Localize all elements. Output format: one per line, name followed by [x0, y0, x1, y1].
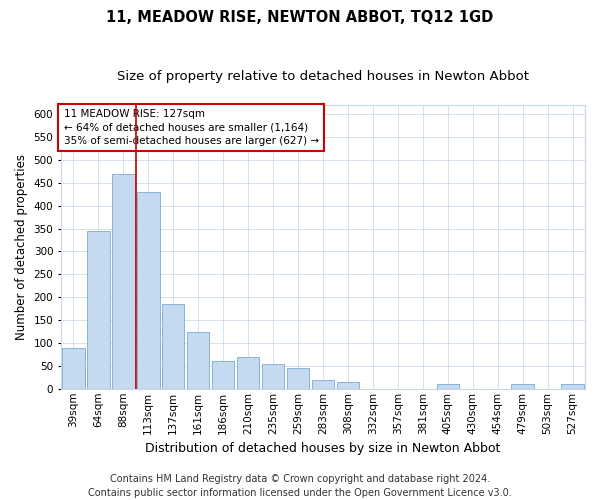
- Text: 11 MEADOW RISE: 127sqm
← 64% of detached houses are smaller (1,164)
35% of semi-: 11 MEADOW RISE: 127sqm ← 64% of detached…: [64, 110, 319, 146]
- Bar: [62, 348, 85, 389]
- Bar: [262, 364, 284, 389]
- Bar: [112, 174, 134, 389]
- Bar: [237, 356, 259, 389]
- Bar: [312, 380, 334, 389]
- Bar: [187, 332, 209, 389]
- Title: Size of property relative to detached houses in Newton Abbot: Size of property relative to detached ho…: [117, 70, 529, 83]
- Bar: [287, 368, 309, 389]
- Y-axis label: Number of detached properties: Number of detached properties: [15, 154, 28, 340]
- Bar: [561, 384, 584, 389]
- Text: Contains HM Land Registry data © Crown copyright and database right 2024.
Contai: Contains HM Land Registry data © Crown c…: [88, 474, 512, 498]
- Bar: [162, 304, 184, 389]
- Bar: [212, 362, 235, 389]
- Bar: [87, 231, 110, 389]
- Bar: [511, 384, 534, 389]
- Bar: [137, 192, 160, 389]
- Text: 11, MEADOW RISE, NEWTON ABBOT, TQ12 1GD: 11, MEADOW RISE, NEWTON ABBOT, TQ12 1GD: [106, 10, 494, 25]
- X-axis label: Distribution of detached houses by size in Newton Abbot: Distribution of detached houses by size …: [145, 442, 500, 455]
- Bar: [337, 382, 359, 389]
- Bar: [437, 384, 459, 389]
